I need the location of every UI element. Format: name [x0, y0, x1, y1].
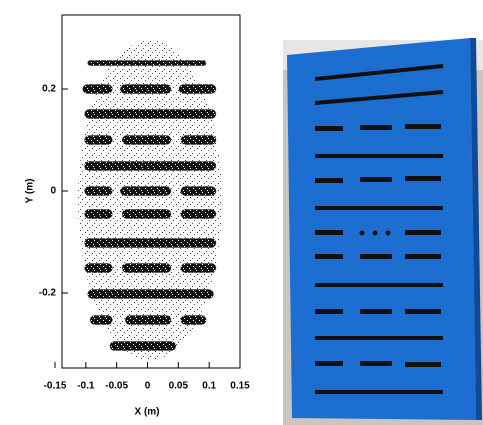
point-band: [120, 187, 171, 196]
x-tick-label: -0.05: [105, 381, 128, 392]
point-band: [122, 264, 171, 273]
x-tick-label: 0.15: [230, 381, 250, 392]
point-band: [85, 136, 113, 145]
y-tick-label: 0.2: [42, 84, 56, 95]
y-tick-label: 0: [50, 186, 56, 197]
x-tick-label: 0.05: [169, 381, 189, 392]
point-band: [90, 316, 112, 325]
point-band: [88, 290, 214, 299]
x-axis-label: X (m): [135, 407, 160, 418]
point-band: [181, 136, 216, 145]
point-band: [181, 187, 216, 196]
point-band: [110, 342, 176, 351]
point-band: [85, 264, 113, 273]
point-band: [122, 136, 171, 145]
x-tick-label: -0.15: [44, 381, 67, 392]
point-band: [85, 109, 216, 118]
y-tick-label: -0.2: [39, 288, 57, 299]
point-band: [85, 239, 216, 248]
point-band: [125, 316, 171, 325]
point-band: [85, 187, 113, 196]
point-band: [122, 209, 171, 218]
point-band: [85, 209, 113, 218]
figure: X (m) Y (m) -0.15 -0.1 -0.05 0 0.05 0.1 0.15 -0…: [0, 0, 483, 425]
point-band: [179, 85, 216, 94]
x-tick-label: -0.1: [77, 381, 95, 392]
point-band: [83, 85, 113, 94]
x-tick-label: 0: [145, 381, 151, 392]
x-tick-label: 0.1: [202, 381, 216, 392]
y-axis-label: Y (m): [25, 179, 36, 204]
point-band: [120, 85, 171, 94]
point-band: [85, 162, 216, 171]
page: {"chart_data": {"type": "scatter", "xlab…: [0, 0, 483, 425]
point-band: [181, 264, 216, 273]
point-band: [181, 316, 206, 325]
scatter-plot: X (m) Y (m) -0.15 -0.1 -0.05 0 0.05 0.1 0.15 -0…: [25, 15, 251, 418]
point-band: [181, 209, 216, 218]
photo: [283, 38, 483, 425]
point-band: [88, 60, 206, 65]
